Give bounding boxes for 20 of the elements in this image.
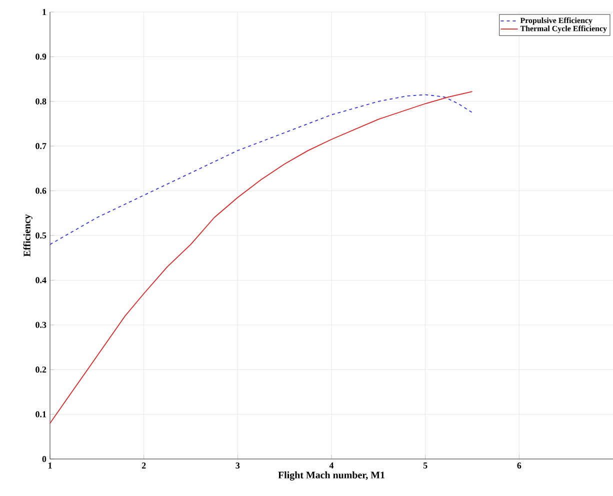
x-axis-title: Flight Mach number, M1 (278, 471, 384, 480)
x-tick-label: 3 (236, 462, 240, 469)
y-tick-label: 0.1 (36, 411, 46, 418)
y-tick-label: 0.7 (36, 143, 46, 150)
y-tick-label: 1 (42, 9, 46, 15)
x-tick-label: 2 (142, 462, 146, 468)
y-tick-label: 0 (42, 456, 46, 462)
y-tick-label: 0.2 (36, 366, 46, 373)
y-tick-label: 0.4 (36, 277, 46, 284)
x-tick-label: 4 (329, 462, 334, 468)
y-tick-label: 0.8 (36, 98, 46, 104)
y-tick-label: 0.5 (36, 232, 46, 239)
line-series (50, 94, 473, 245)
y-tick-label: 0.9 (36, 54, 46, 60)
y-axis-title: Efficiency (23, 214, 32, 257)
y-tick-label: 0.6 (36, 188, 46, 194)
y-tick-label: 0.3 (36, 322, 46, 328)
x-tick-label: 5 (423, 462, 428, 468)
x-tick-label: 1 (48, 462, 52, 468)
x-tick-label: 6 (517, 462, 522, 469)
